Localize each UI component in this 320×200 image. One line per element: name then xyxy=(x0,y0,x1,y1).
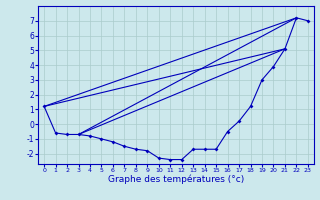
X-axis label: Graphe des températures (°c): Graphe des températures (°c) xyxy=(108,175,244,184)
